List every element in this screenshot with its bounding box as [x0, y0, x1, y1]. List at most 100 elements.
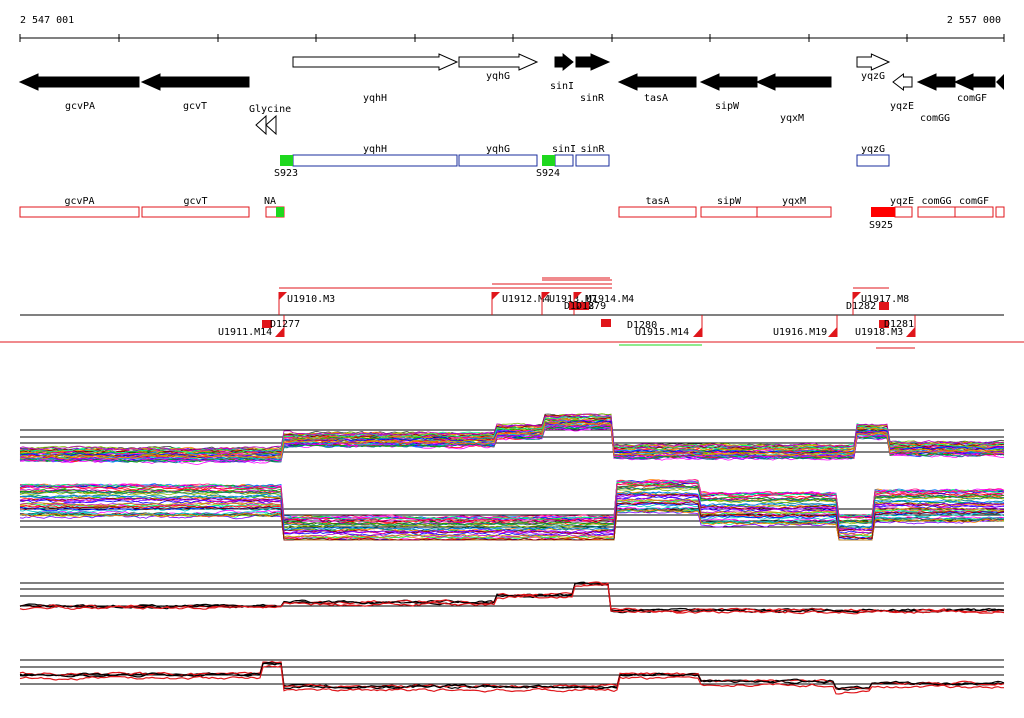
gene-label: yqzE — [890, 101, 914, 112]
gene-label: comGF — [957, 93, 987, 104]
gene-yqhH[interactable]: yqhH — [292, 53, 459, 104]
gene-gcvPA[interactable]: gcvPA — [18, 73, 140, 112]
gene-arrow — [140, 73, 250, 91]
plus-operon-sinI[interactable]: sinI — [552, 144, 576, 167]
minus-operon-comGG[interactable]: comGG — [917, 196, 956, 218]
promoter-label: S925 — [869, 220, 893, 231]
gene-arrow — [554, 52, 574, 72]
gene-label: sipW — [715, 101, 740, 112]
gene-arrow — [458, 53, 539, 71]
coord-end: 2 557 000 — [947, 15, 1001, 26]
operon-label: comGG — [921, 196, 951, 207]
minus-operon-gcvPA[interactable]: gcvPA — [19, 196, 140, 218]
gene-yqzG[interactable]: yqzG — [856, 53, 891, 82]
operon-label: yqxM — [782, 196, 806, 207]
minus-operon-track: gcvPA gcvT NA tasA sipW yqxM yqzE comGG comGF S92… — [19, 196, 1005, 231]
gene-label: tasA — [644, 93, 668, 104]
dip-D1277[interactable]: D1277 — [262, 319, 300, 330]
gene-sinI[interactable]: sinI — [550, 52, 574, 92]
gene-label: gcvPA — [65, 101, 95, 112]
segment-U1911.M14[interactable]: U1911.M14 — [218, 315, 285, 338]
gene-gcvT[interactable]: gcvT — [140, 73, 250, 112]
operon-label: sipW — [717, 196, 742, 207]
gene-label: sinR — [580, 93, 605, 104]
profile-trace — [19, 486, 1005, 527]
riboswitch-glycine[interactable]: Glycine — [249, 104, 291, 136]
plus-operon-yqhH[interactable]: yqhH — [292, 144, 458, 167]
gene-track: gcvPA gcvT yqhH yqhG sinI sinR tasA sipW yqxM yqz… — [18, 52, 1004, 124]
operon-label: yqzG — [861, 144, 885, 155]
gene-label: sinI — [550, 81, 574, 92]
profile-trace — [20, 427, 1005, 465]
segment-label: U1916.M19 — [773, 327, 827, 338]
segment-U1915.M14[interactable]: U1915.M14 — [635, 315, 703, 338]
gene-tasA[interactable]: tasA — [617, 73, 697, 104]
profile-panel-summary-plus — [19, 581, 1005, 615]
gene-arrow — [755, 73, 832, 91]
minus-operon-yqxM[interactable]: yqxM — [756, 196, 832, 218]
minus-operon-sipW[interactable]: sipW — [700, 196, 758, 218]
operon-label: comGF — [959, 196, 989, 207]
operon-label: yqhG — [486, 144, 510, 155]
dip-D1279[interactable]: D1279 — [576, 301, 606, 312]
segment-U1912.M4[interactable]: U1912.M4 — [491, 287, 550, 315]
profile-trace — [19, 583, 1005, 615]
profile-trace — [19, 481, 1005, 522]
segment-U1910.M3[interactable]: U1910.M3 — [278, 287, 492, 315]
minus-operon-comGF[interactable]: comGF — [954, 196, 994, 218]
profile-trace — [19, 420, 1005, 458]
plus-operon-yqhG[interactable]: yqhG — [458, 144, 538, 167]
profile-panel-minus-strand — [19, 479, 1005, 541]
gene-sipW[interactable]: sipW — [699, 73, 758, 112]
dip-D1281[interactable]: D1281 — [879, 319, 914, 330]
profile-trace — [19, 664, 1004, 695]
plus-operon-sinR[interactable]: sinR — [575, 144, 610, 167]
promoter-label: S924 — [536, 168, 560, 179]
minus-operon-tasA[interactable]: tasA — [618, 196, 697, 218]
segment-U1913.M7[interactable]: U1913.M7 — [541, 287, 597, 315]
gene-comGF[interactable]: comGF — [953, 73, 996, 104]
promoter-S925[interactable]: S925 — [869, 207, 895, 231]
profile-trace — [19, 498, 1005, 539]
segment-label: U1910.M3 — [287, 294, 335, 305]
dip-D1282[interactable]: D1282 — [846, 301, 889, 312]
operon-label: sinI — [552, 144, 576, 155]
profile-trace — [19, 422, 1005, 461]
segment-label: U1914.M4 — [586, 294, 634, 305]
dip-label: D1279 — [576, 301, 606, 312]
profile-trace — [19, 423, 1005, 461]
promoter-S924[interactable]: S924 — [536, 155, 560, 179]
segment-label: U1915.M14 — [635, 327, 689, 338]
segment-U1917.M8[interactable]: U1917.M8 — [852, 287, 909, 315]
segment-U1916.M19[interactable]: U1916.M19 — [773, 315, 838, 338]
dip-D1280[interactable]: D1280 — [601, 319, 657, 331]
gene-comGG[interactable]: comGG — [916, 73, 956, 124]
operon-label: yqhH — [363, 144, 387, 155]
gene-arrow — [575, 53, 611, 71]
dip-label: D1282 — [846, 301, 876, 312]
operon-label: tasA — [645, 196, 669, 207]
coord-start: 2 547 001 — [20, 15, 74, 26]
segment-label: U1911.M14 — [218, 327, 272, 338]
gene-yqzE[interactable]: yqzE — [890, 72, 914, 112]
plus-operon-yqzG[interactable]: yqzG — [856, 144, 890, 167]
double-left-triangle-icon — [255, 114, 277, 136]
riboswitch-label: Glycine — [249, 104, 291, 115]
gene-label: yqxM — [780, 113, 804, 124]
profile-trace — [19, 417, 1005, 456]
operon-label: NA — [264, 196, 276, 207]
promoter-S923[interactable]: S923 — [274, 155, 298, 179]
gene-sinR[interactable]: sinR — [575, 53, 611, 104]
coordinate-ruler: 2 547 001 2 557 000 — [19, 15, 1005, 42]
profile-trace — [19, 501, 1005, 541]
operon-label: yqzE — [890, 196, 914, 207]
gene-yqhG[interactable]: yqhG — [458, 53, 539, 82]
minus-operon-gcvT[interactable]: gcvT — [141, 196, 250, 218]
promoter-label: S923 — [274, 168, 298, 179]
segment-U1918.M3[interactable]: U1918.M3 — [855, 315, 916, 338]
gene-yqxM[interactable]: yqxM — [755, 73, 832, 124]
operon-label: gcvT — [183, 196, 207, 207]
